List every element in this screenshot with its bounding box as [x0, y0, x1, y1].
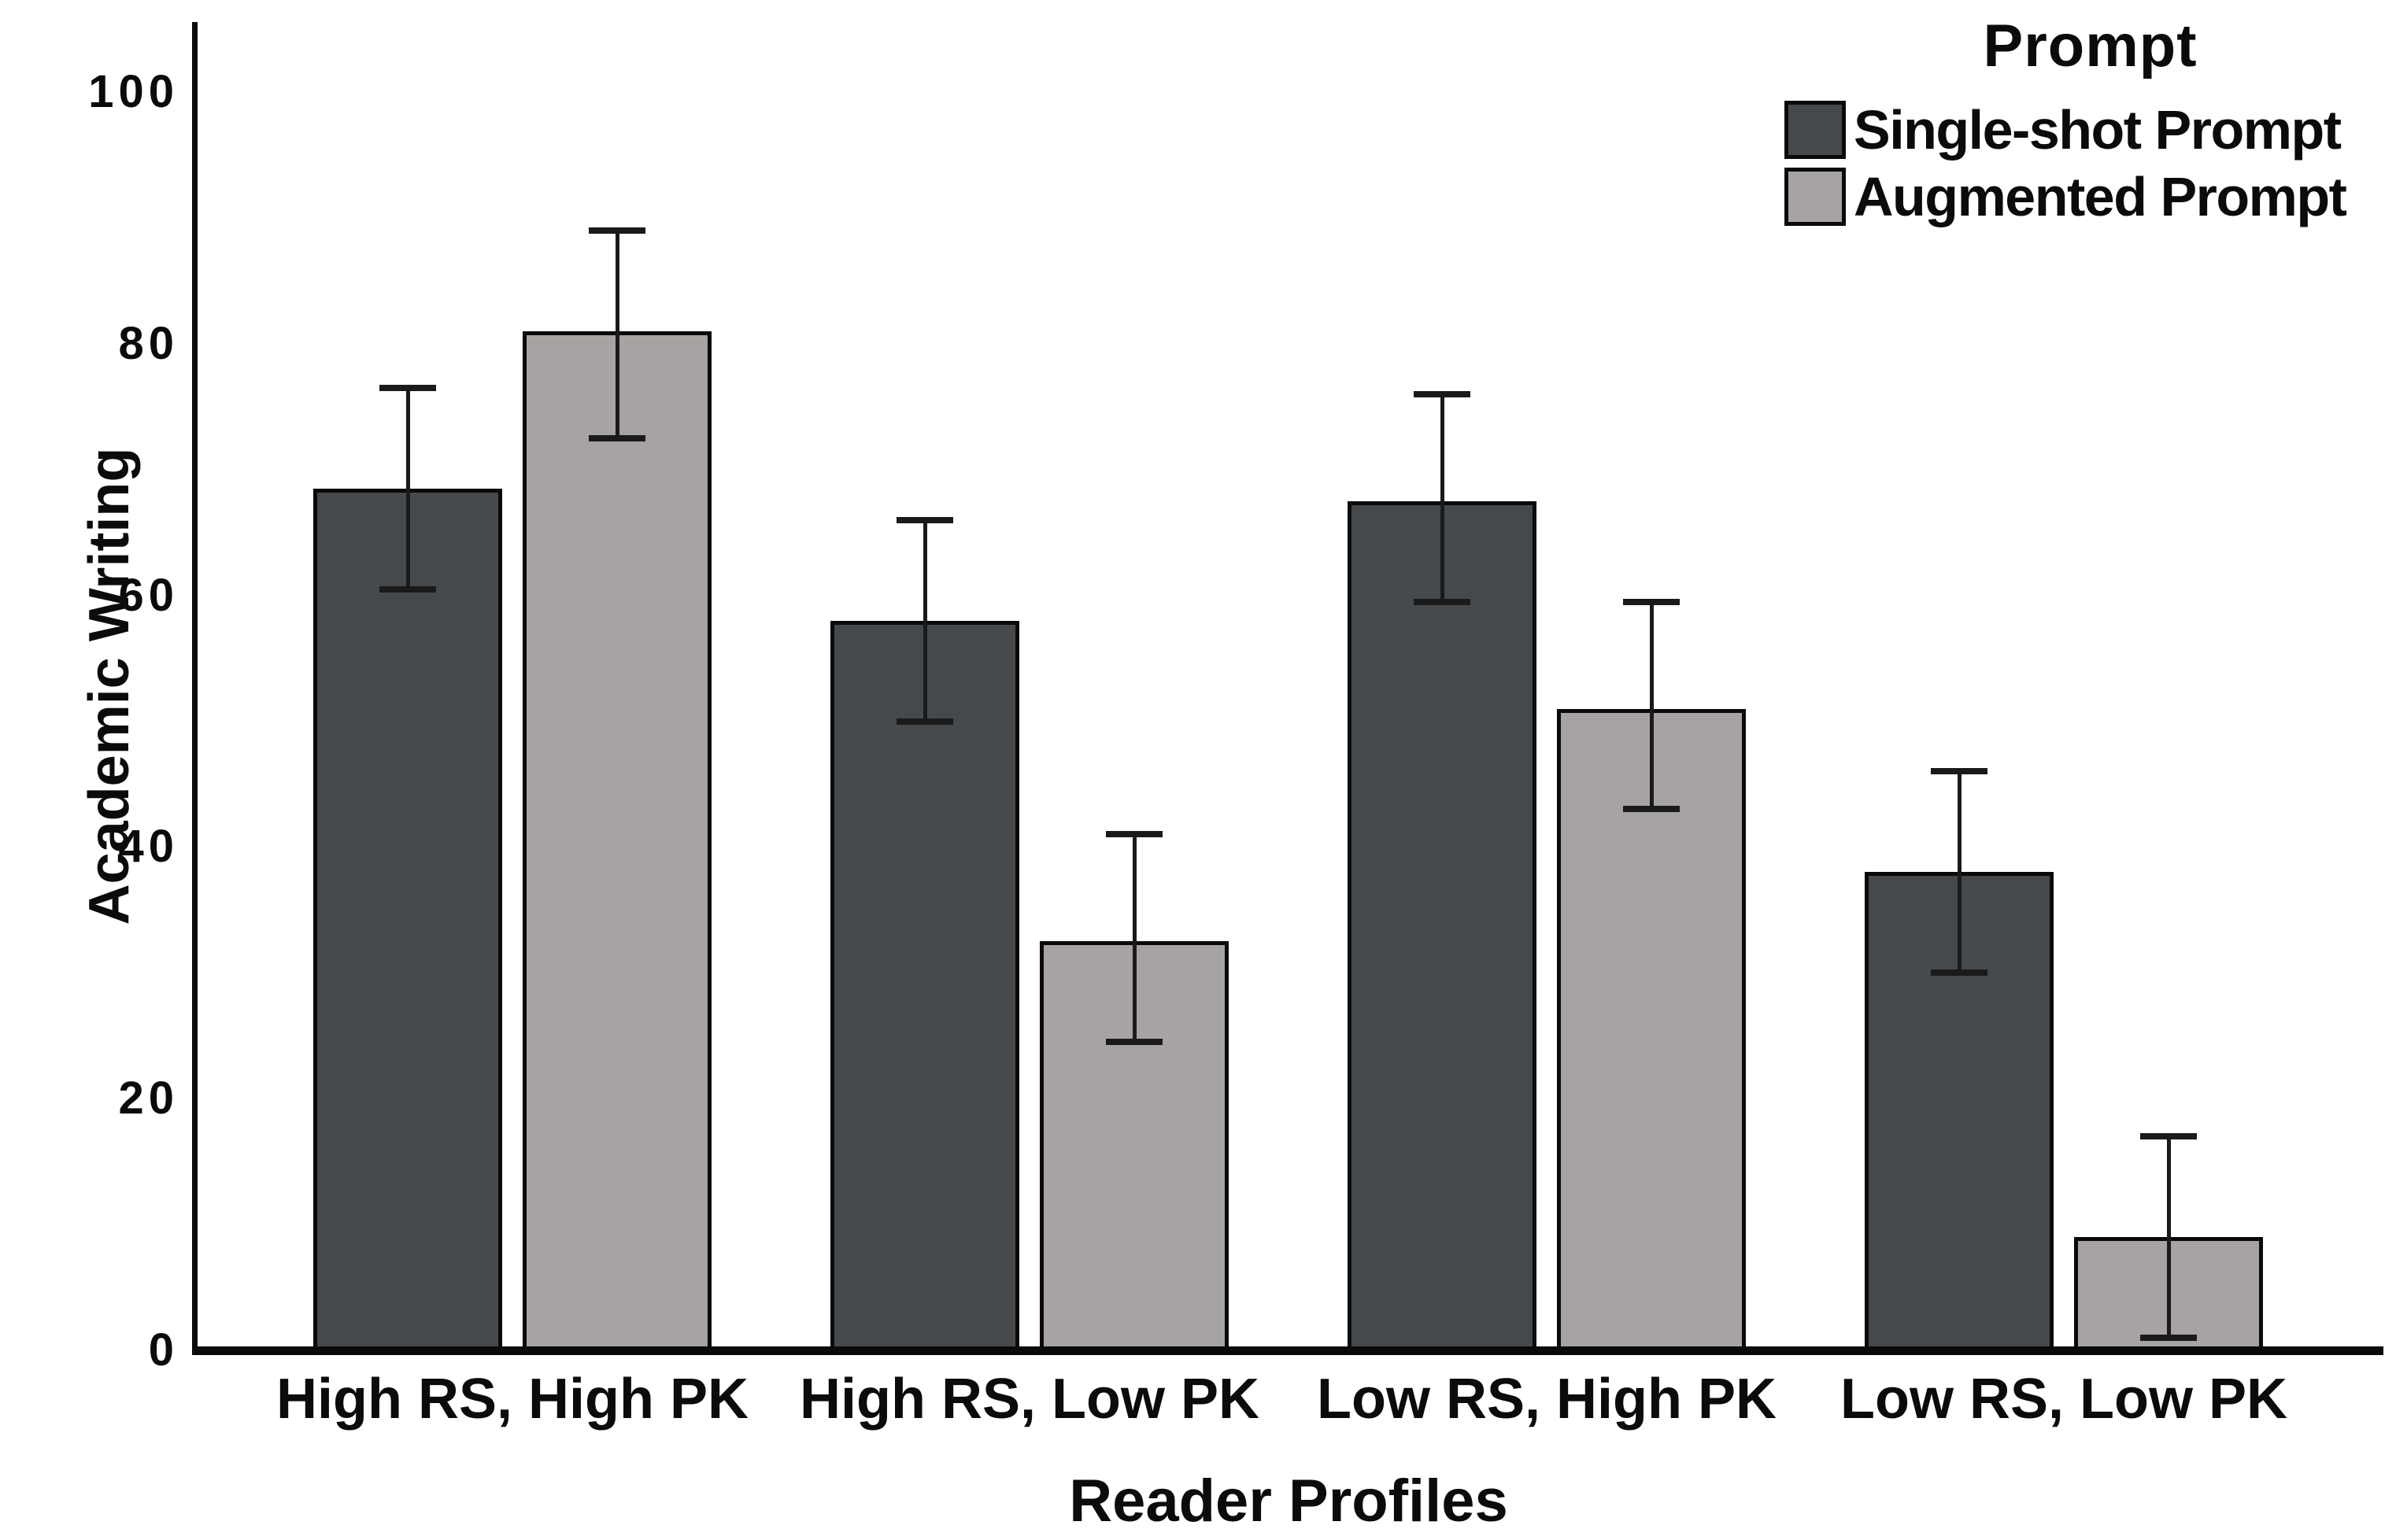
y-tick-label: 40: [118, 821, 179, 873]
error-bar-cap: [897, 718, 953, 725]
error-bar-cap: [589, 227, 645, 234]
error-bar-cap: [1931, 969, 1987, 977]
bar-single-shot-prompt-group-2: [830, 620, 1019, 1354]
error-bar-cap: [589, 434, 645, 441]
y-tick-label: 20: [118, 1073, 179, 1125]
bar-single-shot-prompt-group-3: [1348, 500, 1536, 1354]
x-tick-label: Low RS, Low PK: [1840, 1368, 2287, 1431]
error-bar-line: [1957, 771, 1962, 973]
error-bar-line: [1440, 393, 1444, 602]
error-bar-cap: [897, 516, 953, 523]
error-bar-cap: [1931, 768, 1987, 775]
legend-label-single-shot: Single-shot Prompt: [1854, 99, 2342, 161]
legend-swatch-augmented-icon: [1784, 168, 1846, 226]
legend-title: Prompt: [1983, 13, 2198, 79]
error-bar-cap: [1106, 831, 1163, 838]
y-tick-label: 100: [88, 66, 179, 117]
bar-augmented-prompt-group-3: [1557, 708, 1746, 1354]
y-axis-line: [192, 22, 198, 1352]
error-bar-cap: [1414, 598, 1470, 605]
error-bar-cap: [2140, 1133, 2197, 1140]
error-bar-line: [1649, 601, 1654, 810]
legend: Prompt Single-shot Prompt Augmented Prom…: [1784, 11, 2396, 235]
error-bar-line: [2166, 1136, 2171, 1338]
legend-label-augmented: Augmented Prompt: [1854, 166, 2347, 227]
error-bar-cap: [1623, 806, 1680, 813]
y-tick-label: 0: [148, 1324, 179, 1376]
error-bar-line: [1132, 834, 1137, 1043]
y-tick-label: 60: [118, 569, 179, 621]
error-bar-cap: [2140, 1335, 2197, 1341]
error-bar-cap: [1106, 1039, 1163, 1046]
bar-augmented-prompt-group-1: [523, 331, 712, 1354]
error-bar-line: [923, 519, 927, 722]
x-tick-label: Low RS, High PK: [1317, 1368, 1777, 1431]
error-bar-line: [615, 230, 619, 438]
legend-swatch-single-shot-icon: [1784, 101, 1846, 159]
x-tick-label: High RS, High PK: [276, 1368, 749, 1431]
error-bar-cap: [1623, 598, 1680, 605]
x-axis-title: Reader Profiles: [1069, 1468, 1508, 1534]
error-bar-cap: [1414, 390, 1470, 397]
y-tick-label: 80: [118, 317, 179, 369]
error-bar-line: [405, 387, 410, 589]
x-axis-line: [192, 1346, 2383, 1355]
error-bar-cap: [379, 585, 436, 593]
legend-item-single-shot: Single-shot Prompt: [1784, 101, 2396, 159]
bar-single-shot-prompt-group-1: [313, 488, 502, 1354]
error-bar-cap: [379, 384, 436, 391]
legend-item-augmented: Augmented Prompt: [1784, 168, 2396, 226]
x-tick-label: High RS, Low PK: [800, 1368, 1259, 1431]
